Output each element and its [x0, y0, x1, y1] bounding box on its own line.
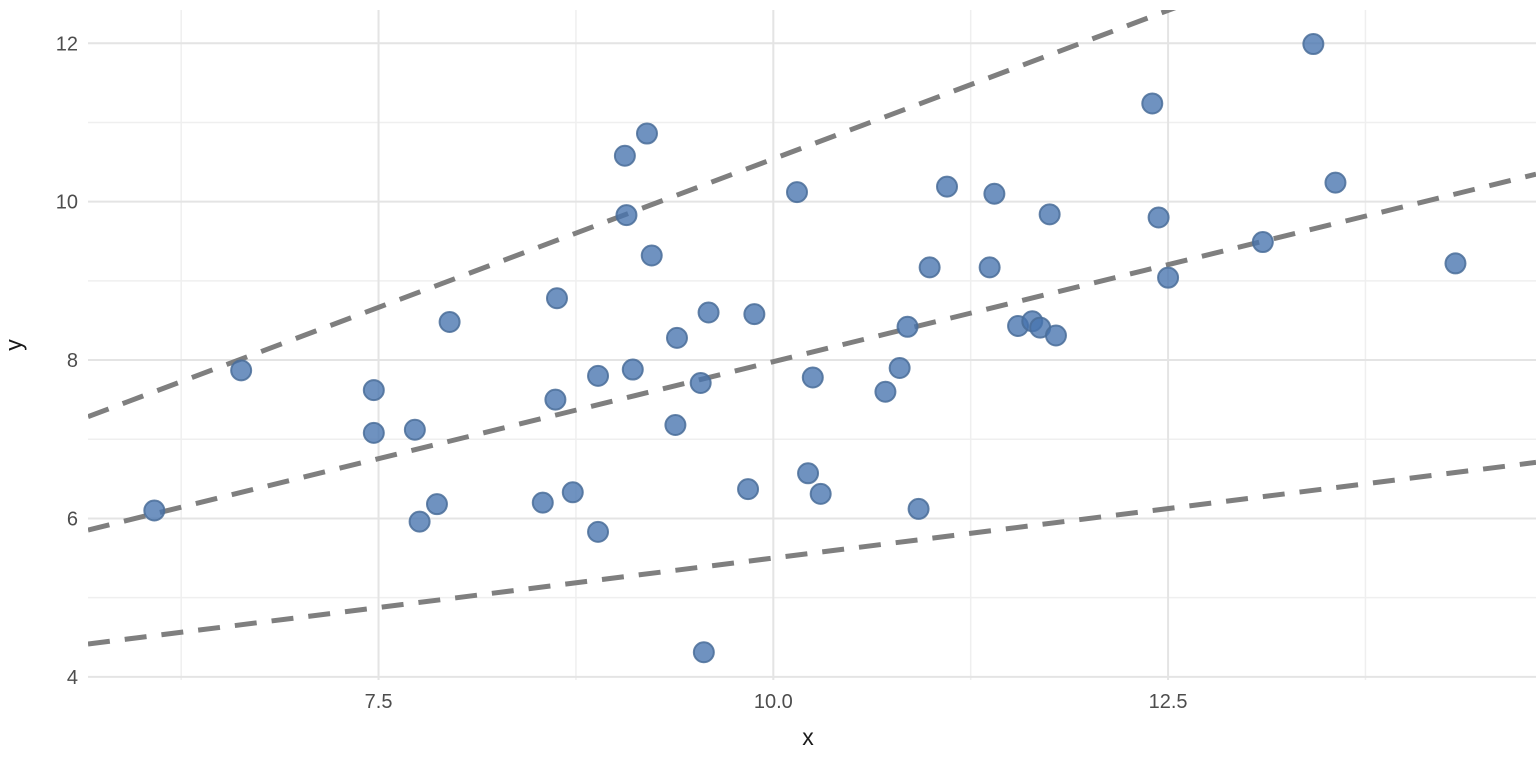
data-point	[801, 366, 824, 389]
data-point	[936, 175, 959, 198]
data-point	[438, 311, 461, 334]
y-tick-label: 4	[67, 667, 78, 689]
data-point	[403, 418, 426, 441]
data-point	[737, 478, 760, 501]
data-point	[621, 358, 644, 381]
data-point	[1141, 92, 1164, 115]
data-point	[143, 499, 166, 522]
data-point	[888, 356, 911, 379]
data-point	[664, 413, 687, 436]
x-axis-title: x	[802, 724, 814, 750]
data-point	[1157, 266, 1180, 289]
data-point	[1251, 231, 1274, 254]
x-tick-label: 7.5	[365, 691, 393, 713]
data-point	[1038, 203, 1061, 226]
data-point	[692, 641, 715, 664]
data-point	[797, 462, 820, 485]
data-point	[983, 182, 1006, 205]
data-point	[408, 510, 431, 533]
x-tick-label: 12.5	[1149, 691, 1188, 713]
data-point	[907, 497, 930, 520]
y-tick-label: 6	[67, 508, 78, 530]
data-point	[874, 380, 897, 403]
data-point	[743, 303, 766, 326]
data-point	[531, 491, 554, 514]
data-point	[640, 244, 663, 267]
data-point	[697, 301, 720, 324]
data-point	[1044, 324, 1067, 347]
data-point	[978, 256, 1001, 279]
data-point	[613, 144, 636, 167]
data-point	[615, 204, 638, 227]
lower-quantile-dashed-line	[88, 459, 1536, 647]
data-point	[425, 493, 448, 516]
data-point	[362, 379, 385, 402]
data-point	[1444, 252, 1467, 275]
y-axis-title: y	[0, 339, 27, 351]
data-point	[809, 482, 832, 505]
y-tick-label: 12	[56, 33, 78, 55]
data-point	[230, 359, 253, 382]
data-point	[665, 326, 688, 349]
data-point	[545, 287, 568, 310]
middle-quantile-dashed-line	[88, 171, 1536, 533]
x-tick-label: 10.0	[754, 691, 793, 713]
data-point	[918, 256, 941, 279]
y-tick-label: 10	[56, 192, 78, 214]
data-point	[1302, 33, 1325, 56]
data-point	[561, 481, 584, 504]
data-point	[1324, 171, 1347, 194]
data-point	[587, 364, 610, 387]
data-point	[689, 372, 712, 395]
data-point	[362, 421, 385, 444]
data-point	[785, 181, 808, 204]
data-point	[544, 388, 567, 411]
data-point	[587, 520, 610, 543]
data-point	[635, 122, 658, 145]
data-point	[1147, 206, 1170, 229]
data-point	[896, 315, 919, 338]
y-tick-label: 8	[67, 350, 78, 372]
